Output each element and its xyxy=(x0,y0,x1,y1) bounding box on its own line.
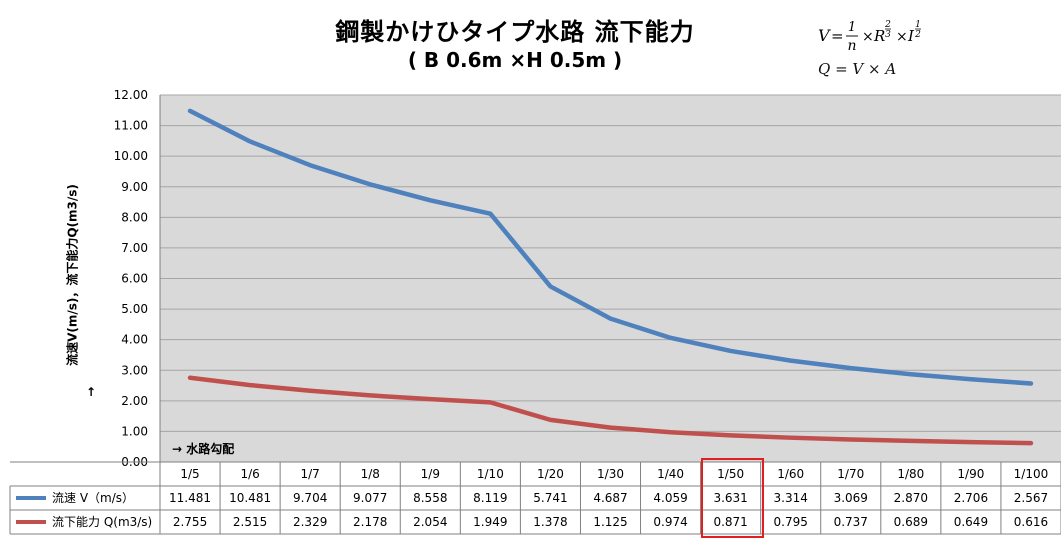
manning-formula: V = 1 n × R 2 3 × I 1 2 xyxy=(818,20,921,54)
data-label: 2.870 xyxy=(894,491,928,505)
series-line xyxy=(187,375,1034,446)
x-tick-label: 1/40 xyxy=(657,467,684,481)
formula-i-exp-num: 1 xyxy=(915,20,921,30)
data-label: 4.059 xyxy=(653,491,687,505)
formula-r-exp-den: 3 xyxy=(885,30,891,40)
legend-label: 流下能力 Q(m3/s) xyxy=(52,515,152,529)
svg-text:×: × xyxy=(896,29,908,45)
data-label: 2.706 xyxy=(954,491,988,505)
data-label: 5.741 xyxy=(533,491,567,505)
x-tick-label: 1/7 xyxy=(301,467,320,481)
x-tick-label: 1/9 xyxy=(421,467,440,481)
data-label: 8.119 xyxy=(473,491,507,505)
x-tick-label: 1/5 xyxy=(180,467,199,481)
formula-v-r: R xyxy=(873,27,885,45)
data-label: 0.616 xyxy=(1014,515,1048,529)
data-label: 0.649 xyxy=(954,515,988,529)
data-label: 9.077 xyxy=(353,491,387,505)
data-label: 2.054 xyxy=(413,515,447,529)
y-tick-label: 5.00 xyxy=(121,302,148,316)
data-label: 0.974 xyxy=(653,515,687,529)
y-tick-label: 2.00 xyxy=(121,394,148,408)
data-label: 0.871 xyxy=(713,515,747,529)
data-label: 9.704 xyxy=(293,491,327,505)
y-axis-arrow: ↑ xyxy=(86,385,97,399)
formula-v-den: n xyxy=(847,38,856,54)
x-tick-label: 1/8 xyxy=(361,467,380,481)
data-label: 2.755 xyxy=(173,515,207,529)
formula-v-lhs: V xyxy=(818,26,831,45)
y-tick-label: 12.00 xyxy=(114,88,148,102)
y-tick-label: 11.00 xyxy=(114,119,148,133)
legend-label: 流速 V（m/s） xyxy=(52,491,134,505)
data-label: 4.687 xyxy=(593,491,627,505)
data-label: 2.567 xyxy=(1014,491,1048,505)
x-tick-label: 1/20 xyxy=(537,467,564,481)
data-label: 0.795 xyxy=(774,515,808,529)
x-tick-label: 1/90 xyxy=(957,467,984,481)
data-label: 3.631 xyxy=(713,491,747,505)
y-tick-label: 10.00 xyxy=(114,149,148,163)
data-label: 2.178 xyxy=(353,515,387,529)
x-tick-label: 1/50 xyxy=(717,467,744,481)
y-tick-label: 7.00 xyxy=(121,241,148,255)
y-tick-label: 9.00 xyxy=(121,180,148,194)
x-tick-label: 1/30 xyxy=(597,467,624,481)
data-label: 10.481 xyxy=(229,491,271,505)
data-label: 2.515 xyxy=(233,515,267,529)
formula-r-exp-num: 2 xyxy=(884,20,891,30)
y-tick-label: 1.00 xyxy=(121,424,148,438)
data-label: 8.558 xyxy=(413,491,447,505)
y-tick-label: 6.00 xyxy=(121,272,148,286)
formula-q: Q = V × A xyxy=(818,60,897,78)
y-tick-label: 3.00 xyxy=(121,363,148,377)
y-tick-label: 8.00 xyxy=(121,210,148,224)
data-label: 2.329 xyxy=(293,515,327,529)
data-label: 1.125 xyxy=(593,515,627,529)
x-tick-label: 1/6 xyxy=(240,467,259,481)
data-label: 0.689 xyxy=(894,515,928,529)
chart-title: 鋼製かけひタイプ水路 流下能力 xyxy=(335,18,695,46)
x-tick-label: 1/10 xyxy=(477,467,504,481)
x-tick-label: 1/80 xyxy=(897,467,924,481)
data-label: 3.314 xyxy=(774,491,808,505)
data-label: 1.378 xyxy=(533,515,567,529)
series-line xyxy=(187,108,1034,386)
formula-v-num: 1 xyxy=(848,20,856,35)
data-label: 3.069 xyxy=(834,491,868,505)
formula-v-i: I xyxy=(907,27,915,45)
x-tick-label: 1/70 xyxy=(837,467,864,481)
formula-i-exp-den: 2 xyxy=(914,30,921,40)
svg-text:×: × xyxy=(862,29,874,45)
chart-subtitle: ( B 0.6m ×H 0.5m ) xyxy=(407,48,623,72)
data-label: 11.481 xyxy=(169,491,211,505)
data-label: 1.949 xyxy=(473,515,507,529)
x-tick-label: 1/100 xyxy=(1014,467,1049,481)
svg-text:=: = xyxy=(831,27,844,45)
x-tick-label: 1/60 xyxy=(777,467,804,481)
y-tick-label: 4.00 xyxy=(121,333,148,347)
data-label: 0.737 xyxy=(834,515,868,529)
x-axis-note: → 水路勾配 xyxy=(172,442,235,456)
